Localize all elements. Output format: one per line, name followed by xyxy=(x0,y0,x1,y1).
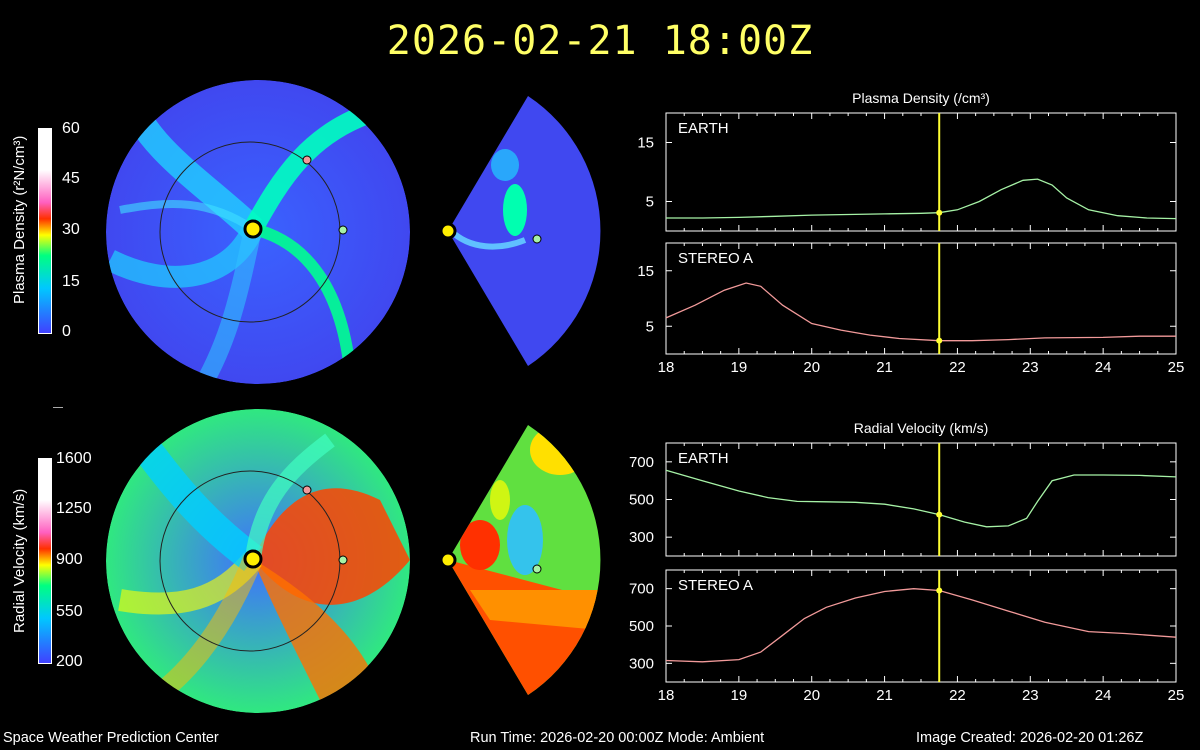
panel-label-3: STEREO A xyxy=(678,577,753,594)
xtick-label-1-2: 20 xyxy=(803,359,820,376)
xtick-label-3-7: 25 xyxy=(1168,687,1185,704)
xtick-label-1-4: 22 xyxy=(949,359,966,376)
velocity-stereo-a-marker xyxy=(302,485,312,495)
time-marker-dot-0 xyxy=(936,209,943,216)
velocity-sun-icon xyxy=(243,549,263,569)
ytick-label-2-1: 500 xyxy=(629,492,654,509)
xtick-label-1-1: 19 xyxy=(731,359,748,376)
density-wedge-earth-marker xyxy=(532,234,542,244)
ytick-label-2-2: 700 xyxy=(629,454,654,471)
separator-mark xyxy=(53,407,63,408)
density-earth-marker xyxy=(338,225,348,235)
plot-title-0: Plasma Density (/cm³) xyxy=(852,90,990,106)
density-wedge-sun-icon xyxy=(439,222,457,240)
velocity-tick-550: 550 xyxy=(56,603,83,620)
velocity-wedge-sun-icon xyxy=(439,551,457,569)
series-line-0 xyxy=(666,178,1177,220)
series-line-2 xyxy=(665,469,1177,528)
velocity-tick-200: 200 xyxy=(56,653,83,670)
footer-run-info: Run Time: 2026-02-20 00:00Z Mode: Ambien… xyxy=(470,730,765,746)
density-tick-15: 15 xyxy=(62,273,80,290)
velocity-tick-1600: 1600 xyxy=(56,450,92,467)
panel-label-0: EARTH xyxy=(678,120,729,137)
ytick-label-0-1: 15 xyxy=(637,135,654,152)
time-marker-dot-2 xyxy=(936,511,943,518)
density-colorbar xyxy=(38,128,52,334)
velocity-wedge-earth-marker xyxy=(532,564,542,574)
time-marker-dot-3 xyxy=(936,587,943,594)
ytick-label-3-2: 700 xyxy=(629,581,654,598)
panel-label-2: EARTH xyxy=(678,450,729,467)
xtick-label-3-5: 23 xyxy=(1022,687,1039,704)
ytick-label-3-1: 500 xyxy=(629,618,654,635)
xtick-label-3-2: 20 xyxy=(803,687,820,704)
xtick-label-3-1: 19 xyxy=(731,687,748,704)
footer-agency: Space Weather Prediction Center xyxy=(3,730,219,746)
xtick-label-1-7: 25 xyxy=(1168,359,1185,376)
plot-frame-1 xyxy=(665,242,1177,355)
density-tick-45: 45 xyxy=(62,170,80,187)
velocity-colorbar xyxy=(38,458,52,664)
velocity-tick-900: 900 xyxy=(56,551,83,568)
xtick-label-3-4: 22 xyxy=(949,687,966,704)
xtick-label-3-6: 24 xyxy=(1095,687,1112,704)
xtick-label-1-3: 21 xyxy=(876,359,893,376)
ytick-label-1-0: 5 xyxy=(646,318,654,335)
xtick-label-1-5: 23 xyxy=(1022,359,1039,376)
panel-label-1: STEREO A xyxy=(678,250,753,267)
xtick-label-1-6: 24 xyxy=(1095,359,1112,376)
density-sun-icon xyxy=(243,219,263,239)
ytick-label-1-1: 15 xyxy=(637,263,654,280)
plot-title-2: Radial Velocity (km/s) xyxy=(854,420,989,436)
series-line-1 xyxy=(665,282,1176,342)
footer-image-created: Image Created: 2026-02-20 01:26Z xyxy=(916,730,1144,746)
xtick-label-3-3: 21 xyxy=(876,687,893,704)
velocity-tick-1250: 1250 xyxy=(56,500,92,517)
density-tick-60: 60 xyxy=(62,120,80,137)
density-tick-0: 0 xyxy=(62,323,71,340)
xtick-label-3-0: 18 xyxy=(658,687,675,704)
ytick-label-0-0: 5 xyxy=(646,194,654,211)
xtick-label-1-0: 18 xyxy=(658,359,675,376)
page-title: 2026-02-21 18:00Z xyxy=(386,18,814,64)
density-tick-30: 30 xyxy=(62,221,80,238)
series-line-3 xyxy=(665,588,1177,663)
plot-frame-2 xyxy=(665,442,1177,557)
density-stereo-a-marker xyxy=(302,155,312,165)
ytick-label-2-0: 300 xyxy=(629,529,654,546)
plot-frame-0 xyxy=(665,112,1177,232)
time-marker-dot-1 xyxy=(936,337,943,344)
velocity-earth-marker xyxy=(338,555,348,565)
ytick-label-3-0: 300 xyxy=(629,655,654,672)
